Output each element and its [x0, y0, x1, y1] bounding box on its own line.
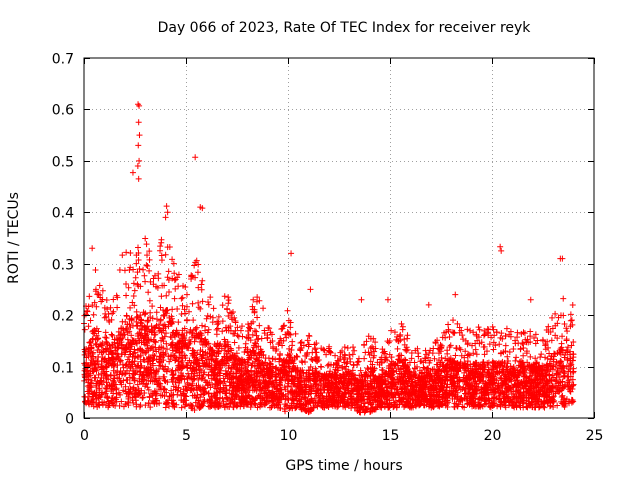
chart-svg: 00.10.20.30.40.50.60.70510152025 Day 066…: [0, 0, 640, 480]
roti-chart: 00.10.20.30.40.50.60.70510152025 Day 066…: [0, 0, 640, 480]
